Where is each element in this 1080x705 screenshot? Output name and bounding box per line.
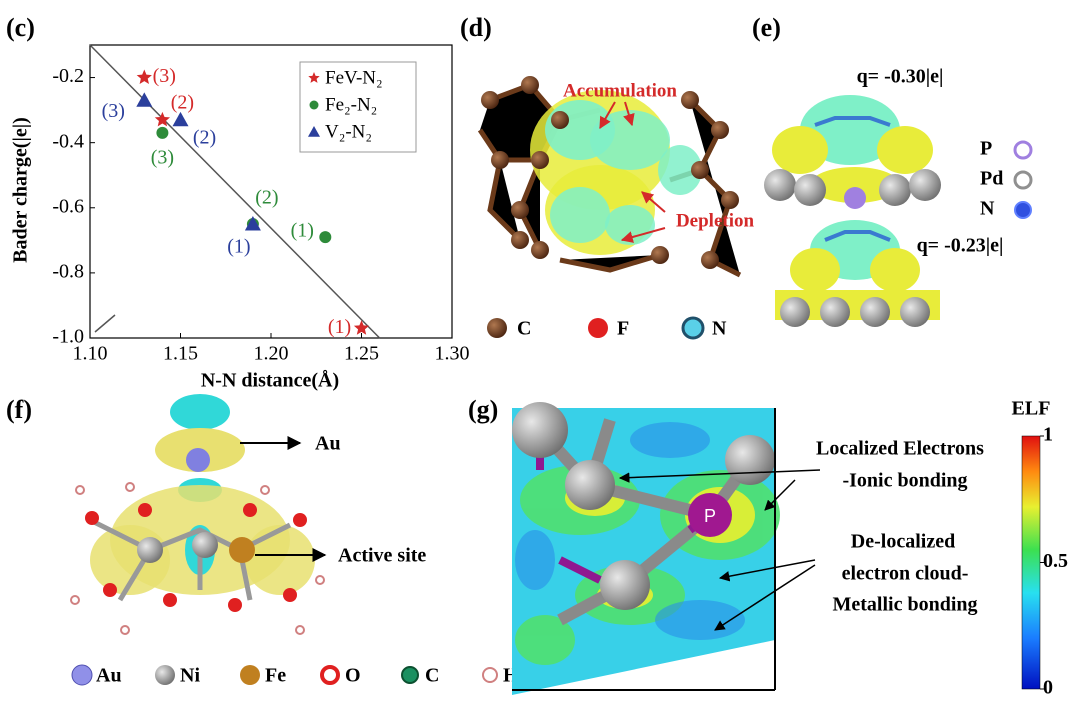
point xyxy=(319,231,332,244)
corner-arrow xyxy=(94,314,116,333)
point-label: (3) xyxy=(151,146,174,168)
x-axis-label: N-N distance(Å) xyxy=(201,369,339,392)
legend-marker xyxy=(309,100,319,110)
point-label: (3) xyxy=(153,65,176,87)
trend-line xyxy=(89,44,381,339)
legend-label: Fe₂-N₂ xyxy=(325,94,377,115)
y-tick-label: -0.2 xyxy=(52,65,84,87)
point-label: (2) xyxy=(193,126,216,148)
legend-label: P xyxy=(980,138,992,160)
x-tick-label: 1.30 xyxy=(435,343,470,365)
legend-box xyxy=(299,61,417,153)
x-tick-label: 1.15 xyxy=(163,343,198,365)
panel-e xyxy=(762,92,1033,337)
panel-label: (e) xyxy=(752,13,781,42)
x-tick-label: 1.20 xyxy=(254,343,289,365)
point xyxy=(136,92,153,107)
annotation: Active site xyxy=(338,545,426,567)
legend-label: F xyxy=(617,318,629,340)
x-tick-label: 1.10 xyxy=(73,343,108,365)
y-tick-label: -0.4 xyxy=(52,130,84,152)
point xyxy=(156,126,169,139)
annotation: -Ionic bonding xyxy=(842,470,967,492)
atom-label: P xyxy=(704,506,716,526)
point xyxy=(154,111,171,127)
annotation: Depletion xyxy=(676,210,755,231)
legend-label: N xyxy=(980,198,995,220)
y-tick-label: -0.6 xyxy=(52,195,84,217)
colorbar-tick-label: 0 xyxy=(1043,677,1053,699)
colorbar-title: ELF xyxy=(1012,398,1051,420)
colorbar xyxy=(1021,435,1041,690)
charge-label: q= -0.23|e| xyxy=(917,235,1004,257)
point-label: (2) xyxy=(171,91,194,113)
y-tick-label: -1.0 xyxy=(52,326,84,348)
legend-label: N xyxy=(712,318,727,340)
legend-label: Pd xyxy=(980,168,1003,190)
panel-d: Accumulation Depletion xyxy=(477,70,783,340)
legend-marker xyxy=(308,126,320,137)
point xyxy=(244,216,261,231)
colorbar-tick-label: 1 xyxy=(1043,424,1053,446)
x-tick-label: 1.25 xyxy=(344,343,379,365)
point-label: (1) xyxy=(227,236,250,258)
annotation: Au xyxy=(315,433,341,455)
annotation: Metallic bonding xyxy=(832,594,977,616)
legend-label: O xyxy=(345,665,361,687)
panel-f xyxy=(70,394,498,686)
legend-label: Au xyxy=(96,665,122,687)
legend-marker xyxy=(308,72,320,83)
y-axis-label: Bader charge(|e|) xyxy=(10,117,32,263)
point xyxy=(172,111,189,127)
point-label: (1) xyxy=(328,316,351,338)
y-tick-label: -0.8 xyxy=(52,260,84,282)
point xyxy=(353,320,370,335)
legend-label: Ni xyxy=(180,665,200,687)
legend-label: C xyxy=(425,665,439,687)
point-label: (1) xyxy=(291,220,314,242)
panel-label: (d) xyxy=(460,13,492,42)
annotation: electron cloud- xyxy=(842,563,969,585)
panel-label: (g) xyxy=(468,395,498,424)
legend-label: C xyxy=(517,318,531,340)
legend-label: Fe xyxy=(265,665,286,687)
legend-label: V₂-N₂ xyxy=(325,121,372,142)
point xyxy=(136,69,152,85)
panel-label: (f) xyxy=(6,395,32,424)
charge-label: q= -0.30|e| xyxy=(857,66,944,88)
annotation: De-localized xyxy=(851,531,955,553)
annotation: Accumulation xyxy=(563,80,677,101)
panel-label: (c) xyxy=(6,13,35,42)
point-label: (2) xyxy=(255,187,278,209)
colorbar-tick-label: 0.5 xyxy=(1043,550,1068,572)
annotation: Localized Electrons xyxy=(816,438,984,460)
panel-g xyxy=(512,402,1041,695)
legend-label: FeV-N₂ xyxy=(325,67,383,88)
point-label: (3) xyxy=(102,100,125,122)
